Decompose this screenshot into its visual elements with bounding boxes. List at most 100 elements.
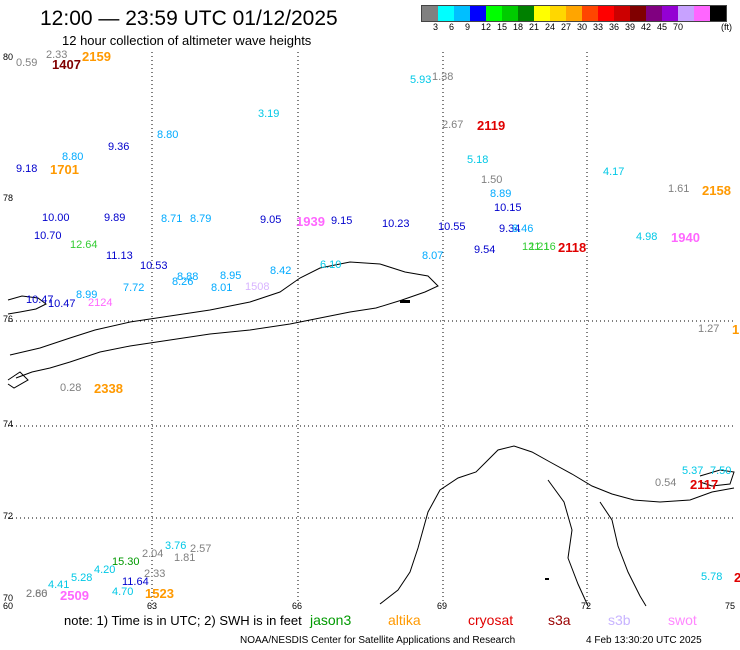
legend-swatch: [710, 6, 726, 21]
wave-height-label: 9.36: [108, 141, 130, 153]
wave-height-label: 4.98: [636, 231, 658, 243]
wave-height-label: 2: [734, 570, 740, 585]
wave-height-label: 1: [732, 322, 740, 337]
wave-height-label: 10.47: [26, 294, 54, 306]
wave-height-label: 12.21: [522, 241, 550, 253]
legend-swatch: [550, 6, 566, 21]
legend-swatch: [566, 6, 582, 21]
legend-swatch: [454, 6, 470, 21]
wave-height-label: 8.80: [157, 129, 179, 141]
wave-height-label: 1939: [296, 214, 325, 229]
wave-height-label: 9.34: [499, 223, 521, 235]
graticule: [8, 52, 734, 606]
legend-swatch: [678, 6, 694, 21]
legend-tick-label: 27: [561, 22, 572, 32]
lat-label-80: 80: [3, 52, 14, 62]
wave-height-label: 8.89: [490, 188, 512, 200]
legend-swatch: [534, 6, 550, 21]
wave-height-label: 10.00: [42, 212, 70, 224]
wave-height-label: 10.15: [494, 202, 522, 214]
legend-unit: (ft): [721, 22, 732, 32]
wave-height-label: 9.05: [260, 214, 282, 226]
wave-height-label: 10.47: [48, 298, 76, 310]
wave-height-label: 2338: [94, 381, 123, 396]
footer-note: note: 1) Time is in UTC; 2) SWH is in fe…: [64, 613, 302, 628]
wave-height-label: 9.18: [16, 163, 38, 175]
wave-height-label: 8.88: [177, 271, 199, 283]
satellite-legend-s3a: s3a: [548, 612, 571, 628]
wave-height-label: 8.80: [62, 151, 84, 163]
legend-tick-label: 15: [497, 22, 508, 32]
wave-height-label: 1.81: [174, 552, 196, 564]
legend-swatch: [470, 6, 486, 21]
legend-tick-label: 70: [673, 22, 684, 32]
legend-color-bar: [421, 5, 727, 22]
legend-swatch: [486, 6, 502, 21]
map-subtitle: 12 hour collection of altimeter wave hei…: [62, 33, 312, 48]
legend-tick-label: 9: [465, 22, 471, 32]
legend-swatch: [694, 6, 710, 21]
wave-height-label: 1940: [671, 230, 700, 245]
wave-height-label: 8.79: [190, 213, 212, 225]
legend-tick-label: 39: [625, 22, 636, 32]
lat-label-76: 76: [3, 314, 14, 324]
legend-tick-label: 36: [609, 22, 620, 32]
wave-height-label: 2509: [60, 588, 89, 603]
peninsula-east: [599, 501, 647, 607]
wave-height-label: 4.41: [48, 579, 70, 591]
wave-height-label: 5.93: [410, 74, 432, 86]
wave-height-label: 1.61: [668, 183, 690, 195]
legend-tick-label: 24: [545, 22, 556, 32]
legend-tick-label: 33: [593, 22, 604, 32]
wave-height-label: 2159: [82, 49, 111, 64]
legend-tick-label: 6: [449, 22, 455, 32]
wave-height-label: 9.89: [104, 212, 126, 224]
wave-height-label: 1.27: [698, 323, 720, 335]
legend-swatch: [502, 6, 518, 21]
wave-height-label: 0.59: [16, 57, 38, 69]
legend-swatch: [598, 6, 614, 21]
wave-height-label: 8.71: [161, 213, 183, 225]
wave-height-label: 10.23: [382, 218, 410, 230]
legend-swatch: [646, 6, 662, 21]
legend-swatch: [438, 6, 454, 21]
lat-label-74: 74: [3, 419, 14, 429]
wave-height-label: 1.50: [481, 174, 503, 186]
wave-height-label: 2124: [88, 297, 113, 309]
wave-height-label: 8.46: [512, 223, 534, 235]
lon-label-60: 60: [3, 601, 14, 611]
wave-height-label: 11.64: [122, 576, 149, 588]
island-details: [400, 300, 549, 580]
wave-height-label: 9.15: [331, 215, 353, 227]
southern-islet: [545, 578, 549, 580]
wave-height-label: 1701: [50, 162, 79, 177]
wave-height-label: 11.16: [529, 241, 556, 253]
wave-height-label: 2117: [690, 477, 719, 492]
coastlines: [7, 261, 735, 607]
wave-height-label: 2119: [477, 118, 506, 133]
wave-height-label: 8.99: [76, 289, 98, 301]
legend-swatch: [582, 6, 598, 21]
wave-height-label: 10.70: [34, 230, 62, 242]
satellite-legend-s3b: s3b: [608, 612, 631, 628]
lat-label-70: 70: [3, 593, 14, 603]
wave-height-label: 8.95: [220, 270, 242, 282]
legend-tick-label: 45: [657, 22, 668, 32]
lon-label-75: 75: [725, 601, 736, 611]
wave-height-label: 15.30: [112, 556, 140, 568]
wave-height-label: 1.38: [432, 71, 454, 83]
wave-height-labels: 0.59 2.33 1407 2159 5.93 1.38 3.19 2.67 2119 8.80…: [16, 49, 740, 603]
legend-tick-label: 42: [641, 22, 652, 32]
wave-height-label: 2.04: [142, 548, 164, 560]
satellite-legend-jason3: jason3: [310, 612, 352, 628]
wave-height-label: 2158: [702, 183, 731, 198]
satellite-legend: jason3 altika cryosat s3a s3b swot: [310, 613, 740, 629]
satellite-legend-cryosat: cryosat: [468, 612, 514, 628]
wave-height-label: 2118: [558, 240, 587, 255]
wave-height-label: 2.33: [144, 568, 166, 580]
wave-height-label: 4.17: [603, 166, 625, 178]
wave-height-label: 7.50: [710, 465, 732, 477]
wave-height-label: 5.37: [682, 465, 704, 477]
